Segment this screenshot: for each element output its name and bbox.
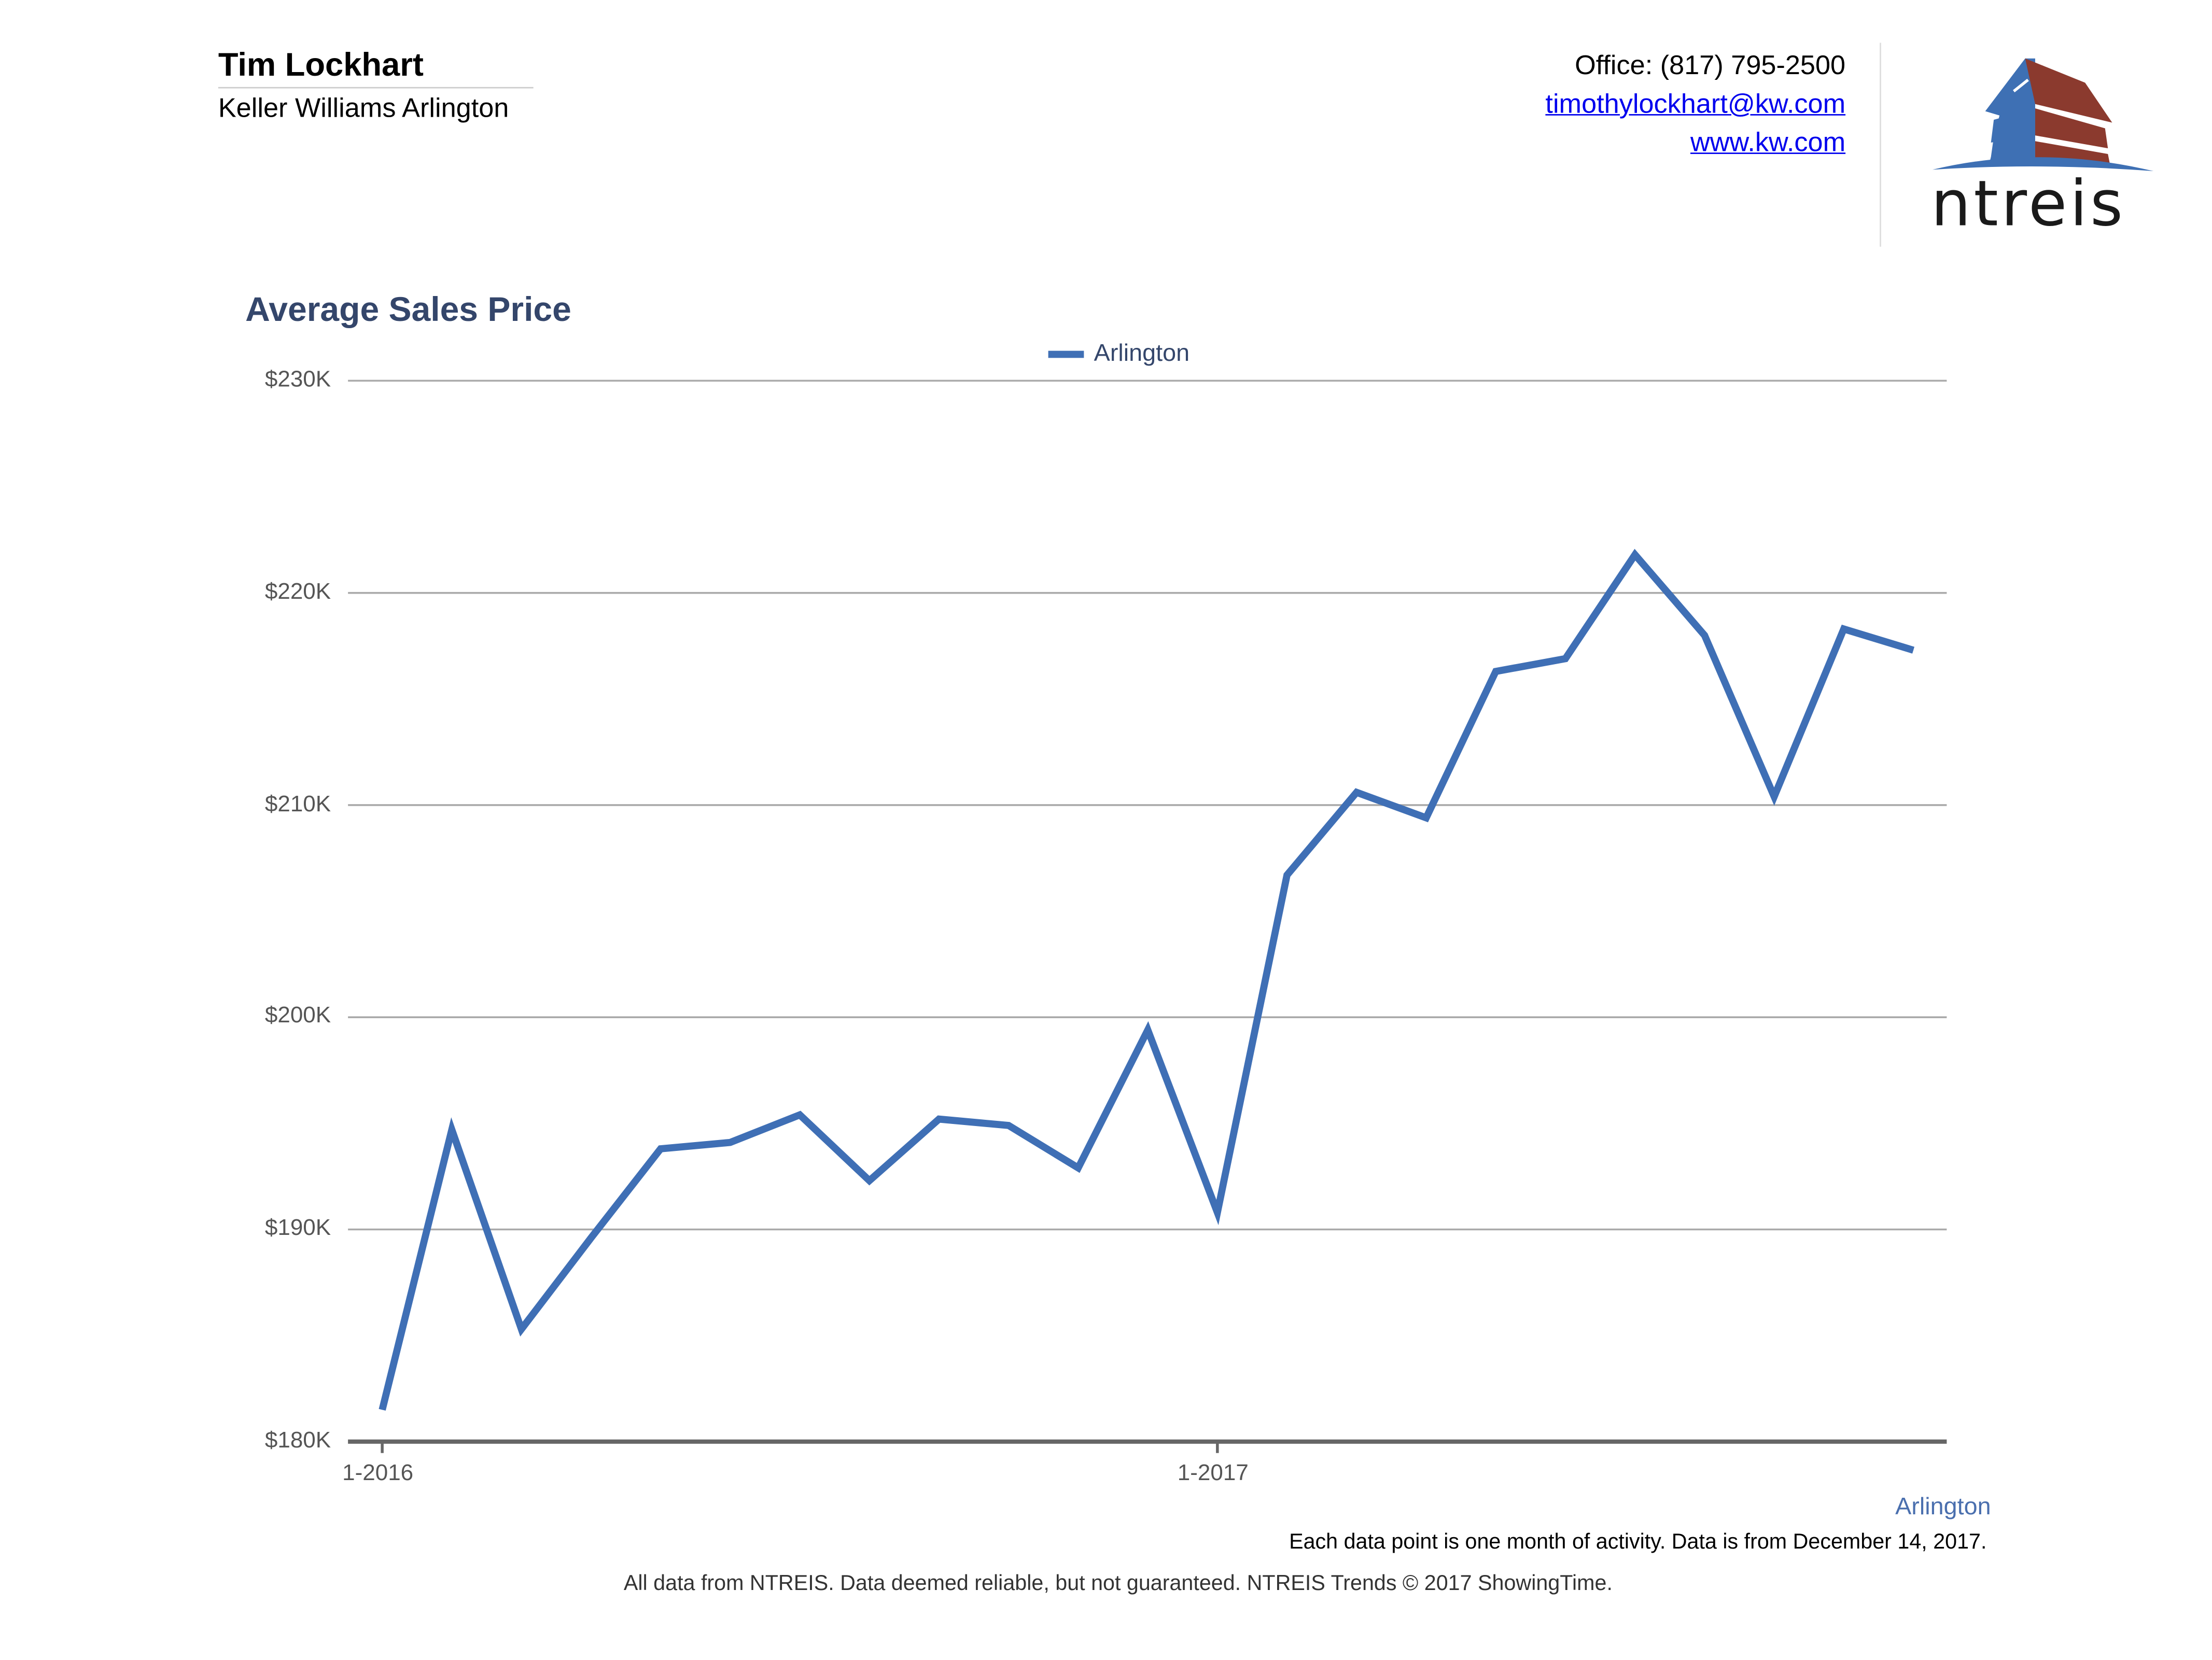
data-point [1356,792,1357,793]
y-tick-label: $230K [264,368,331,392]
legend-swatch [1048,350,1084,358]
legend: Arlington [1048,339,1190,368]
y-tick-label: $200K [264,1004,331,1029]
series-label: Arlington [1895,1493,1991,1521]
data-point [1217,1212,1218,1213]
y-tick-label: $210K [264,792,331,817]
data-point [591,1237,592,1239]
data-note: Each data point is one month of activity… [1289,1530,1987,1555]
legend-label: Arlington [1094,339,1190,367]
website-link[interactable]: www.kw.com [1690,128,1846,159]
y-tick-label: $190K [264,1216,331,1241]
email-link[interactable]: timothylockhart@kw.com [1545,90,1846,120]
office-phone: Office: (817) 795-2500 [1575,51,1846,81]
y-tick-label: $220K [264,580,331,604]
x-tick-label: 1-2017 [1177,1461,1249,1486]
data-point [521,1329,522,1330]
data-point [1913,650,1914,651]
chart-title: Average Sales Price [245,291,571,330]
data-point [1704,635,1705,636]
contact-block: Office: (817) 795-2500 timothylockhart@k… [1545,47,1845,163]
agent-name: Tim Lockhart [218,46,424,83]
x-tick-label: 1-2016 [342,1461,414,1486]
ntreis-logo: ntreis [1931,58,2154,233]
data-point [869,1180,870,1181]
footer-disclaimer: All data from NTREIS. Data deemed reliab… [623,1571,1613,1596]
data-point [730,1142,731,1143]
data-point [1495,671,1496,672]
series-line-arlington [379,548,1915,1411]
divider [1880,43,1881,247]
divider [218,87,534,89]
agent-company: Keller Williams Arlington [218,94,509,124]
y-tick-label: $180K [264,1429,331,1453]
data-point [1078,1167,1079,1169]
logo-text: ntreis [1931,167,2125,233]
data-point [1565,658,1566,659]
